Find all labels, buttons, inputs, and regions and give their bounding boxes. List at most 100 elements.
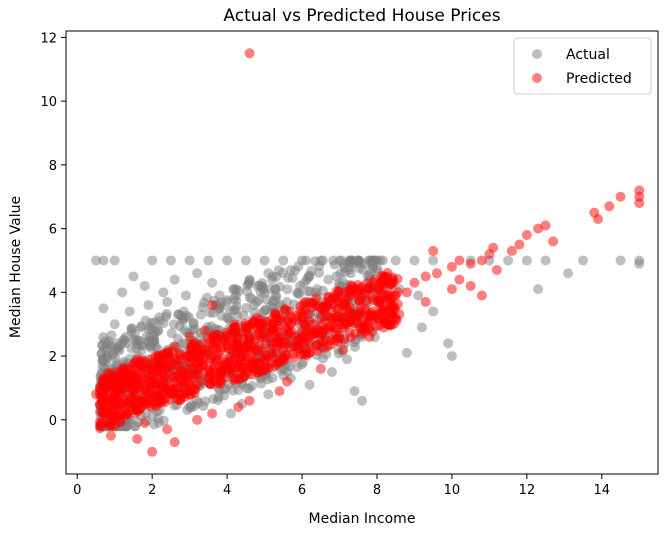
predicted-cloud-point: [217, 360, 228, 371]
predicted-point: [491, 265, 502, 276]
predicted-cloud-point: [157, 369, 168, 380]
predicted-point: [278, 344, 289, 355]
predicted-point: [364, 331, 375, 342]
predicted-cloud-point: [111, 411, 122, 422]
actual-point: [312, 284, 323, 295]
predicted-cloud-point: [323, 300, 334, 311]
predicted-point: [169, 437, 180, 448]
predicted-cloud-point: [386, 279, 397, 290]
actual-point: [327, 367, 338, 378]
predicted-point: [521, 229, 532, 240]
predicted-cloud-point: [344, 327, 355, 338]
predicted-cloud-point: [271, 358, 282, 369]
actual-cloud-point: [283, 272, 294, 283]
predicted-cloud-point: [308, 318, 319, 329]
ticks-layer: 0 2 4 6 8 10 12 14 0 2 4 6 8 10 12: [40, 31, 610, 498]
x-tick-label: 14: [594, 483, 611, 498]
predicted-cloud-point: [252, 345, 263, 356]
predicted-cloud-point: [287, 349, 298, 360]
actual-cloud-point: [259, 305, 270, 316]
actual-point: [521, 255, 532, 266]
predicted-point: [214, 370, 225, 381]
actual-point: [540, 255, 551, 266]
predicted-point: [604, 201, 615, 212]
actual-point: [203, 255, 214, 266]
predicted-cloud-point: [148, 362, 159, 373]
actual-point: [428, 306, 439, 317]
actual-point: [252, 296, 263, 307]
predicted-point: [282, 376, 293, 387]
predicted-point: [353, 309, 364, 320]
actual-point: [263, 389, 274, 400]
actual-cloud-point: [153, 413, 164, 424]
predicted-point: [102, 405, 113, 416]
predicted-cloud-point: [161, 349, 172, 360]
actual-point: [214, 300, 225, 311]
predicted-point: [237, 363, 248, 374]
predicted-point: [297, 338, 308, 349]
predicted-point: [304, 331, 315, 342]
predicted-point: [203, 373, 214, 384]
actual-point: [192, 268, 203, 279]
predicted-cloud-point: [267, 319, 278, 330]
actual-point: [180, 290, 191, 301]
predicted-cloud-point: [297, 317, 308, 328]
predicted-cloud-point: [264, 332, 275, 343]
actual-point: [578, 255, 589, 266]
actual-cloud-point: [130, 421, 141, 432]
predicted-cloud-point: [164, 362, 175, 373]
actual-cloud-point: [230, 304, 241, 315]
actual-point: [533, 284, 544, 295]
predicted-point: [364, 312, 375, 323]
predicted-point: [244, 395, 255, 406]
predicted-point: [192, 379, 203, 390]
actual-point: [446, 351, 457, 362]
actual-point: [143, 300, 154, 311]
predicted-point: [105, 373, 116, 384]
predicted-point: [409, 277, 420, 288]
actual-cloud-point: [357, 264, 368, 275]
predicted-point: [315, 363, 326, 374]
predicted-cloud-point: [333, 303, 344, 314]
predicted-point: [180, 382, 191, 393]
predicted-cloud-point: [213, 347, 224, 358]
y-axis-label: Median House Value: [8, 196, 24, 338]
predicted-point: [420, 296, 431, 307]
predicted-point: [199, 325, 210, 336]
actual-point: [240, 255, 251, 266]
actual-point: [90, 255, 101, 266]
actual-point: [139, 280, 150, 291]
y-tick-label: 0: [49, 414, 57, 429]
actual-cloud-point: [241, 303, 252, 314]
predicted-point: [169, 341, 180, 352]
y-tick-label: 4: [49, 286, 57, 301]
actual-point: [207, 277, 218, 288]
predicted-point: [274, 386, 285, 397]
predicted-point: [476, 255, 487, 266]
predicted-point: [229, 319, 240, 330]
actual-cloud-point: [201, 292, 212, 303]
predicted-point: [207, 300, 218, 311]
legend-marker-predicted: [532, 73, 542, 83]
y-tick-label: 12: [40, 31, 57, 46]
predicted-point: [540, 220, 551, 231]
actual-cloud-point: [339, 262, 350, 273]
predicted-cloud-point: [376, 293, 387, 304]
predicted-point: [401, 287, 412, 298]
predicted-point: [113, 402, 124, 413]
legend-label-predicted: Predicted: [566, 71, 632, 87]
predicted-cloud-point: [120, 382, 131, 393]
legend-marker-actual: [532, 49, 542, 59]
actual-point: [285, 265, 296, 276]
x-tick-label: 12: [519, 483, 536, 498]
predicted-point: [593, 214, 604, 225]
predicted-cloud-point: [229, 375, 240, 386]
actual-point: [147, 255, 158, 266]
predicted-point: [476, 290, 487, 301]
actual-point: [222, 312, 233, 323]
predicted-cloud-point: [189, 364, 200, 375]
predicted-cloud-point: [237, 352, 248, 363]
actual-point: [102, 351, 113, 362]
plot-frame: [65, 30, 659, 475]
predicted-point: [132, 354, 143, 365]
